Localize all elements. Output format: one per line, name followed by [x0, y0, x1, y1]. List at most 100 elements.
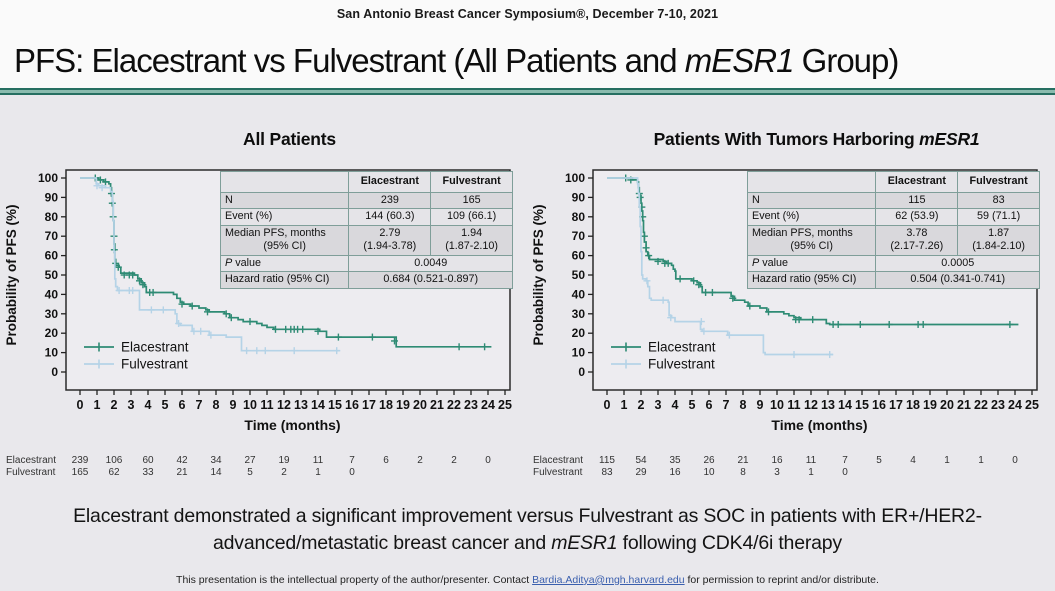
svg-text:10: 10 — [243, 398, 257, 412]
svg-text:12: 12 — [804, 398, 818, 412]
conference-header: San Antonio Breast Cancer Symposium®, De… — [336, 7, 719, 21]
svg-text:30: 30 — [45, 307, 59, 321]
svg-text:7: 7 — [842, 455, 848, 466]
svg-text:3: 3 — [774, 467, 780, 478]
svg-text:14: 14 — [210, 467, 222, 478]
svg-text:8: 8 — [213, 398, 220, 412]
svg-text:0: 0 — [1012, 455, 1018, 466]
svg-text:2: 2 — [281, 467, 287, 478]
row-label-n: N — [219, 191, 350, 210]
svg-text:Fulvestrant: Fulvestrant — [121, 357, 188, 372]
svg-text:7: 7 — [723, 398, 730, 412]
svg-text:42: 42 — [176, 455, 188, 466]
hazard-ratio-value: 0.684 (0.521-0.897) — [348, 271, 513, 289]
svg-text:Time (months): Time (months) — [244, 417, 340, 433]
svg-text:Elacestrant: Elacestrant — [6, 455, 56, 466]
svg-text:21: 21 — [957, 398, 971, 412]
svg-text:165: 165 — [72, 467, 89, 478]
svg-text:24: 24 — [1008, 398, 1022, 412]
svg-text:0: 0 — [578, 365, 585, 379]
svg-text:16: 16 — [872, 398, 886, 412]
svg-text:6: 6 — [706, 398, 713, 412]
svg-text:1: 1 — [944, 455, 950, 466]
svg-text:Fulvestrant: Fulvestrant — [533, 467, 583, 478]
svg-text:83: 83 — [601, 467, 613, 478]
svg-text:18: 18 — [379, 398, 393, 412]
svg-text:14: 14 — [311, 398, 325, 412]
svg-text:16: 16 — [345, 398, 359, 412]
svg-text:16: 16 — [669, 467, 681, 478]
svg-text:Elacestrant: Elacestrant — [648, 340, 716, 355]
svg-text:29: 29 — [635, 467, 647, 478]
svg-text:5: 5 — [247, 467, 253, 478]
svg-text:8: 8 — [740, 467, 746, 478]
svg-text:18: 18 — [906, 398, 920, 412]
svg-text:23: 23 — [991, 398, 1005, 412]
svg-text:Elacestrant: Elacestrant — [533, 455, 583, 466]
svg-text:0: 0 — [51, 365, 58, 379]
svg-text:7: 7 — [196, 398, 203, 412]
svg-text:100: 100 — [565, 171, 585, 185]
svg-text:54: 54 — [635, 455, 647, 466]
svg-text:20: 20 — [45, 326, 59, 340]
svg-text:1: 1 — [94, 398, 101, 412]
svg-text:80: 80 — [45, 210, 59, 224]
svg-text:3: 3 — [655, 398, 662, 412]
svg-text:11: 11 — [787, 398, 800, 412]
svg-text:34: 34 — [210, 455, 222, 466]
svg-text:6: 6 — [179, 398, 186, 412]
svg-text:1: 1 — [808, 467, 814, 478]
svg-text:9: 9 — [757, 398, 764, 412]
col-header: Elacestrant — [348, 171, 432, 193]
svg-text:0: 0 — [842, 467, 848, 478]
svg-text:4: 4 — [672, 398, 679, 412]
svg-text:2: 2 — [111, 398, 118, 412]
panel-all-patients: All Patients 0 10 20 30 40 50 60 70 80 90 100 0 1 2 3 4… — [0, 95, 527, 486]
svg-text:26: 26 — [703, 455, 715, 466]
svg-text:60: 60 — [572, 249, 586, 263]
svg-text:100: 100 — [38, 171, 58, 185]
svg-text:2: 2 — [417, 455, 423, 466]
col-header: Fulvestrant — [430, 171, 513, 193]
contact-email-link[interactable]: Bardia.Aditya@mgh.harvard.edu — [532, 573, 685, 586]
svg-text:21: 21 — [430, 398, 444, 412]
svg-text:Elacestrant: Elacestrant — [121, 340, 189, 355]
row-label-pvalue: P value — [746, 254, 877, 273]
svg-text:115: 115 — [599, 455, 615, 466]
svg-text:90: 90 — [45, 190, 59, 204]
row-label-median: Median PFS, months (95% CI) — [746, 224, 877, 256]
svg-text:Fulvestrant: Fulvestrant — [648, 357, 715, 372]
svg-text:19: 19 — [923, 398, 937, 412]
svg-text:30: 30 — [572, 307, 586, 321]
row-label-n: N — [746, 191, 877, 210]
svg-text:11: 11 — [260, 398, 273, 412]
svg-text:5: 5 — [162, 398, 169, 412]
svg-text:2: 2 — [451, 455, 457, 466]
svg-text:24: 24 — [481, 398, 495, 412]
svg-text:21: 21 — [737, 455, 749, 466]
svg-text:50: 50 — [45, 268, 59, 282]
svg-text:33: 33 — [142, 467, 154, 478]
svg-text:0: 0 — [604, 398, 611, 412]
plot-wrap-mesr1: 0 10 20 30 40 50 60 70 80 90 100 0 1 2 3 4 5 6 7 8 9 10 11 12 13… — [527, 166, 1054, 486]
svg-text:0: 0 — [77, 398, 84, 412]
svg-text:6: 6 — [383, 455, 389, 466]
svg-text:4: 4 — [910, 455, 916, 466]
svg-text:40: 40 — [45, 287, 59, 301]
row-label-hazard-ratio: Hazard ratio (95% CI) — [746, 271, 877, 289]
svg-text:239: 239 — [72, 455, 89, 466]
svg-text:70: 70 — [45, 229, 59, 243]
svg-text:1: 1 — [621, 398, 628, 412]
col-header: Fulvestrant — [957, 171, 1040, 193]
svg-text:Probability of PFS (%): Probability of PFS (%) — [531, 204, 546, 345]
svg-text:21: 21 — [176, 467, 188, 478]
footer-disclaimer: This presentation is the intellectual pr… — [176, 573, 879, 586]
svg-text:5: 5 — [876, 455, 882, 466]
svg-text:50: 50 — [572, 268, 586, 282]
charts-row: All Patients 0 10 20 30 40 50 60 70 80 90 100 0 1 2 3 4… — [0, 95, 1055, 486]
svg-text:13: 13 — [294, 398, 308, 412]
svg-text:23: 23 — [464, 398, 478, 412]
svg-text:12: 12 — [277, 398, 291, 412]
col-header: Elacestrant — [875, 171, 959, 193]
svg-text:27: 27 — [244, 455, 256, 466]
